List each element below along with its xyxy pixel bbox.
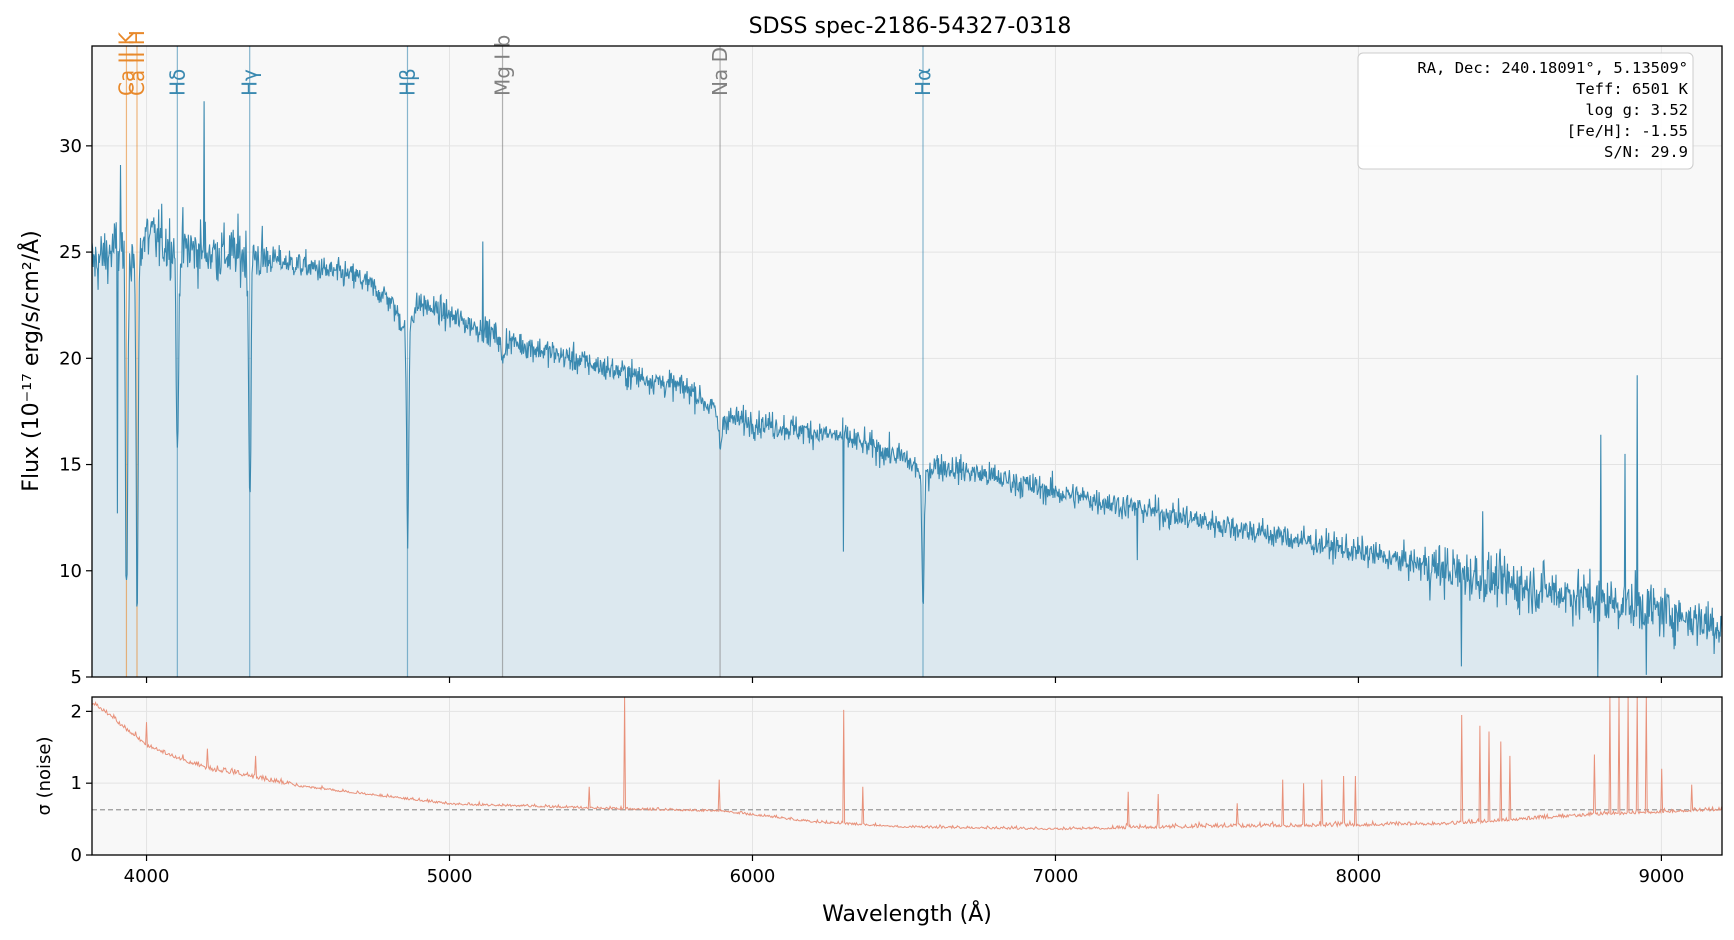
flux-y-tick-label: 15 [59,455,82,476]
noise-axes-frame [91,696,1723,856]
flux-axes-frame [91,45,1723,678]
x-tick-label: 9000 [1638,866,1684,887]
noise-y-axis-label: σ (noise) [34,736,55,815]
flux-y-tick-label: 30 [59,136,82,157]
noise-y-tick-label: 2 [71,701,82,722]
line-marker-label: Na D [708,47,732,96]
line-marker-label: Mg I b [491,35,515,96]
line-marker-label: Hα [911,68,935,96]
chart-title: SDSS spec-2186-54327-0318 [749,14,1072,39]
flux-y-tick-label: 20 [59,348,82,369]
line-marker-label: Hδ [165,69,189,96]
line-marker-label: Ca II K [114,31,138,96]
info-feh: [Fe/H]: -1.55 [1567,122,1688,140]
flux-panel: Ca II KCa II H Hδ Hγ Hβ Mg I b Na D Hα 5 10 15 20… [17,30,1723,688]
noise-x-ticks: 4000 5000 6000 7000 8000 9000 [124,855,1684,887]
noise-plot-area [92,697,1722,855]
flux-y-tick-label: 5 [71,667,82,688]
line-marker-label: Ca II H [125,30,149,96]
noise-panel: 0 1 2 4000 5000 6000 7000 8000 9000 σ (noise) W… [34,696,1723,927]
spectral-line-markers: Ca II KCa II H Hδ Hγ Hβ Mg I b Na D Hα [114,30,935,677]
line-marker-label: Hγ [238,69,262,96]
noise-y-tick-label: 1 [71,773,82,794]
x-axis-label: Wavelength (Å) [822,900,992,927]
flux-y-tick-label: 25 [59,242,82,263]
x-tick-label: 7000 [1033,866,1079,887]
x-tick-label: 8000 [1336,866,1382,887]
x-tick-label: 4000 [124,866,170,887]
info-snr: S/N: 29.9 [1604,143,1688,161]
info-logg: log g: 3.52 [1585,101,1688,119]
x-tick-label: 5000 [427,866,473,887]
info-box-frame [1357,52,1694,170]
x-tick-label: 6000 [730,866,776,887]
stellar-info-box: RA, Dec: 240.18091°, 5.13509° Teff: 6501… [1357,52,1694,170]
flux-fill-area [92,101,1722,677]
noise-y-tick-label: 0 [71,845,82,866]
flux-y-tick-label: 10 [59,561,82,582]
noise-y-ticks: 0 1 2 [71,701,92,866]
noise-series-line [91,696,1723,831]
flux-y-ticks: 5 10 15 20 25 30 [59,136,92,688]
flux-series-line [91,101,1723,678]
info-teff: Teff: 6501 K [1576,80,1689,98]
info-ra-dec: RA, Dec: 240.18091°, 5.13509° [1417,59,1688,77]
line-marker-label: Hβ [395,68,419,96]
flux-x-ticks [145,677,1663,683]
flux-y-axis-label: Flux (10⁻¹⁷ erg/s/cm²/Å) [17,230,44,491]
